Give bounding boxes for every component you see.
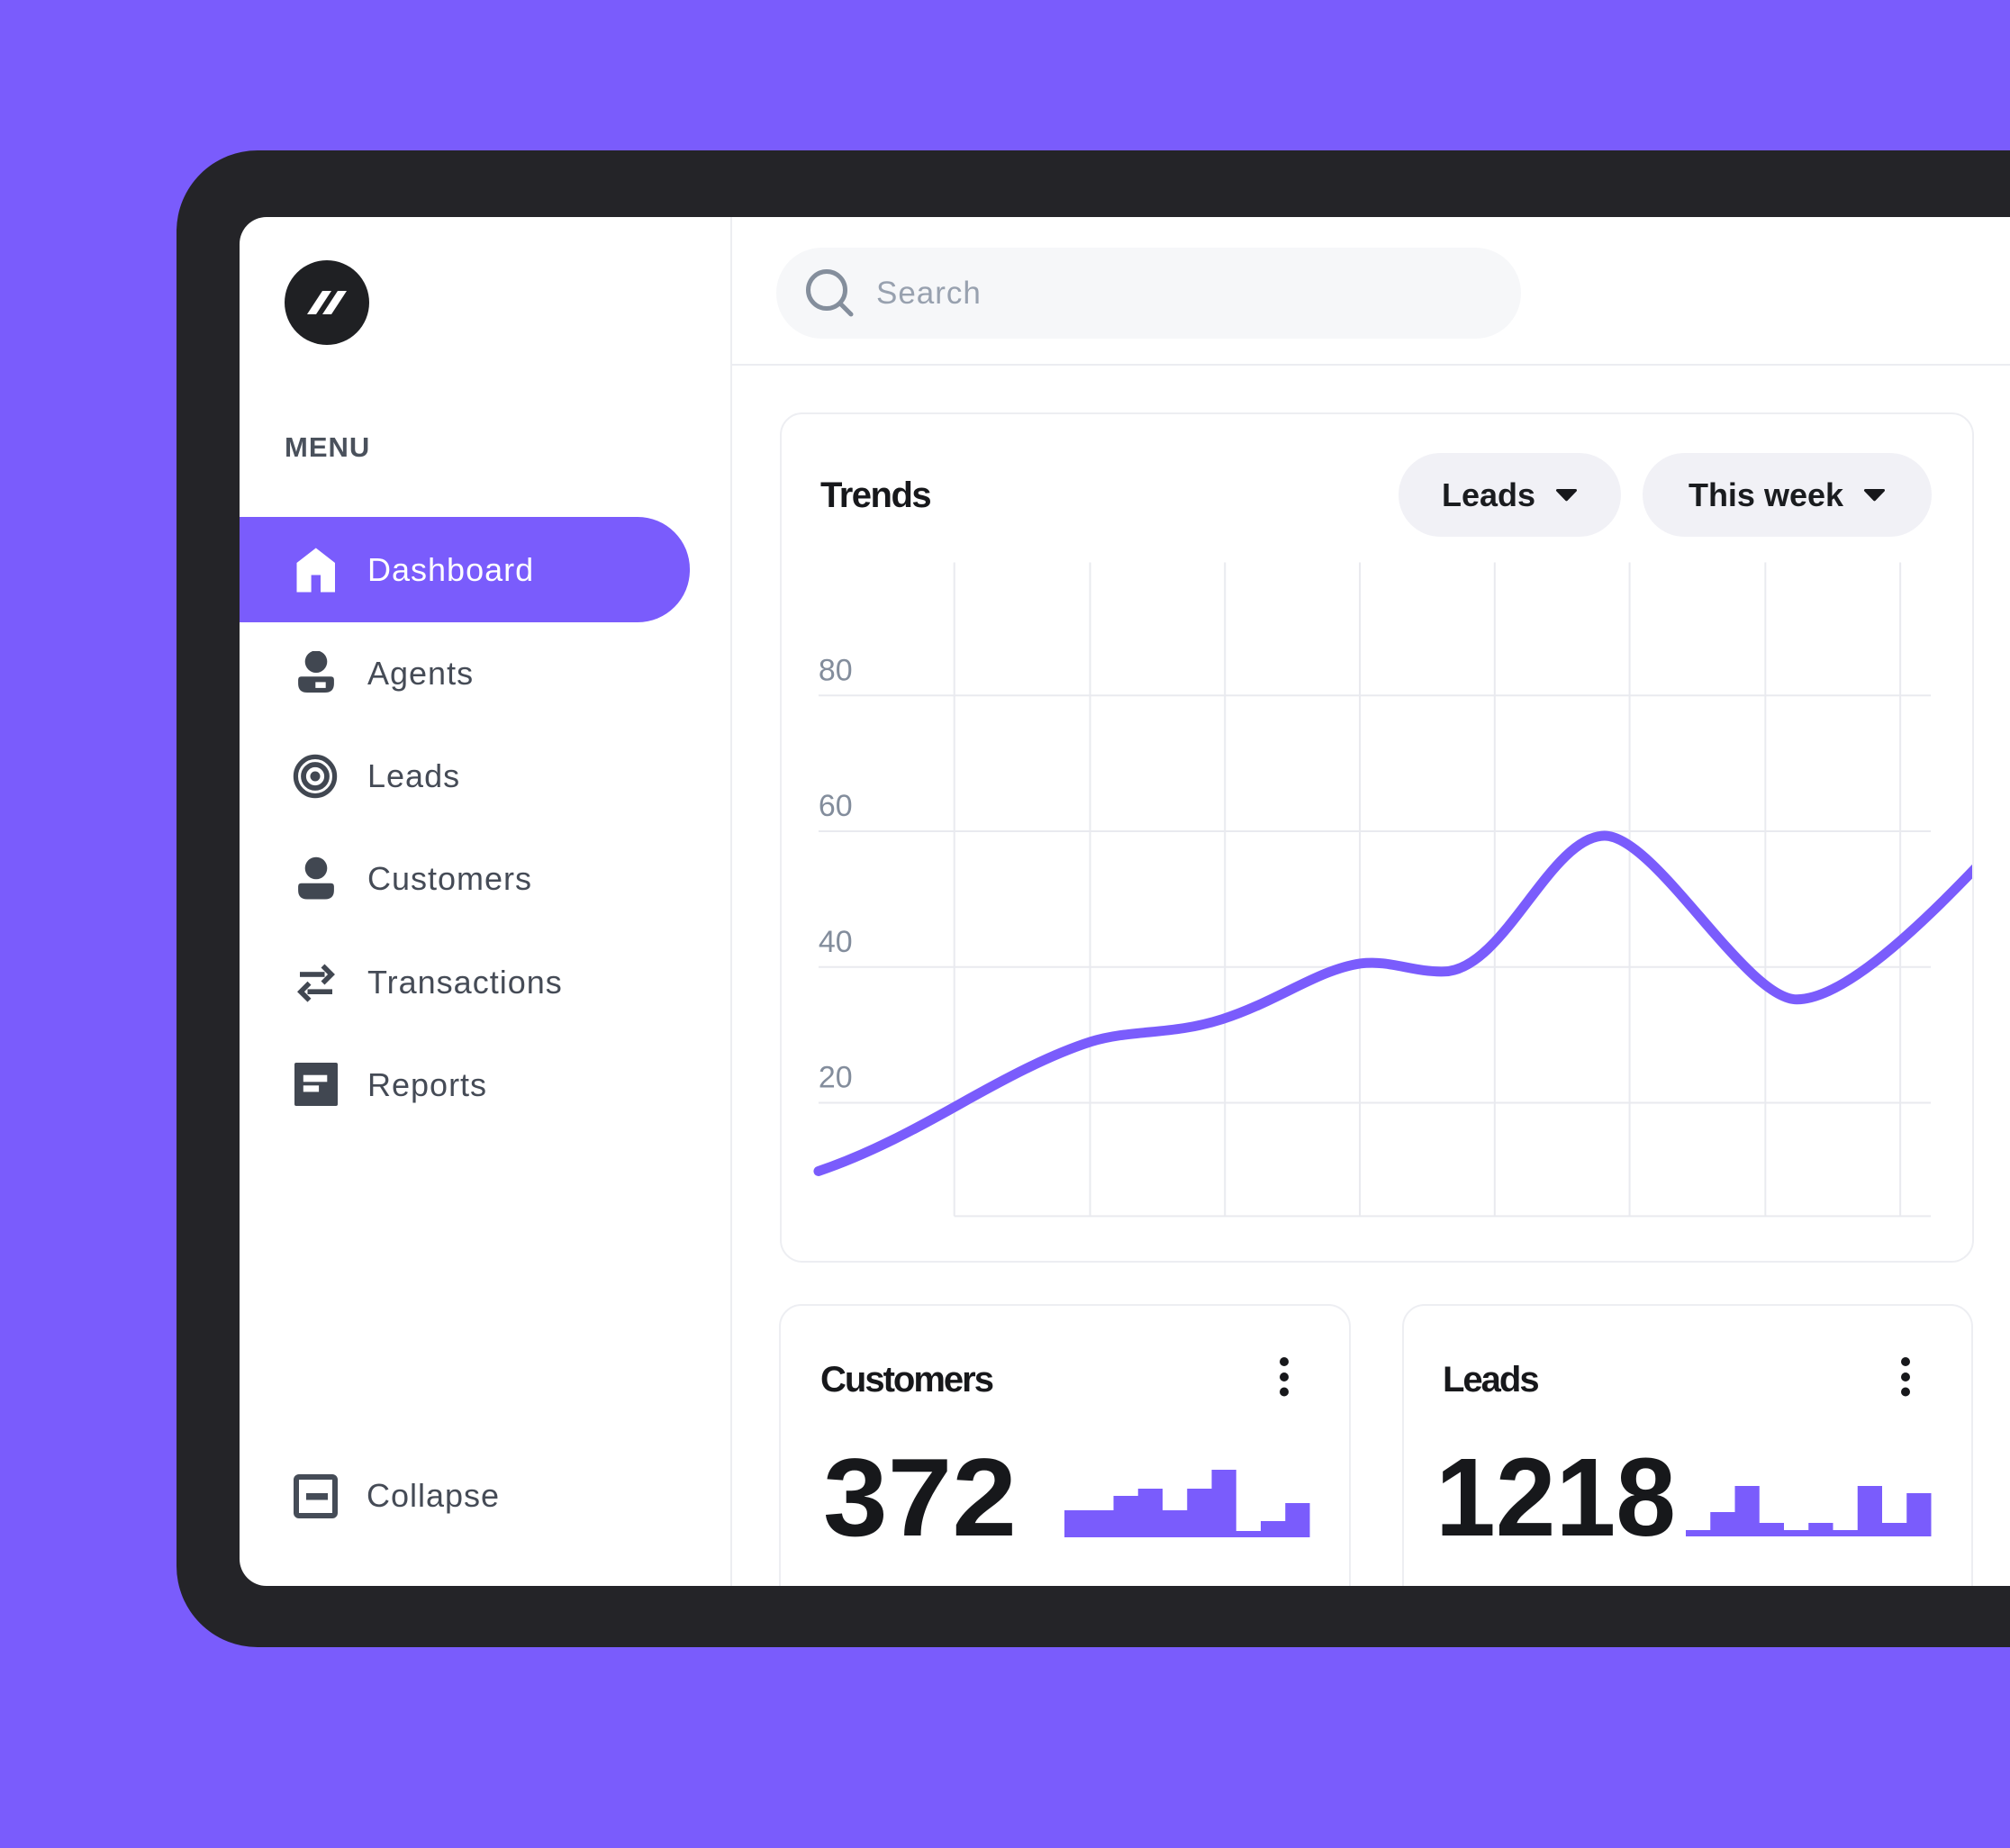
svg-text:20: 20 — [819, 1061, 853, 1095]
svg-text:40: 40 — [819, 925, 853, 959]
svg-text:80: 80 — [819, 653, 853, 687]
svg-text:372: 372 — [823, 1436, 1017, 1560]
svg-text:60: 60 — [819, 789, 853, 823]
svg-text:1218: 1218 — [1435, 1436, 1676, 1560]
